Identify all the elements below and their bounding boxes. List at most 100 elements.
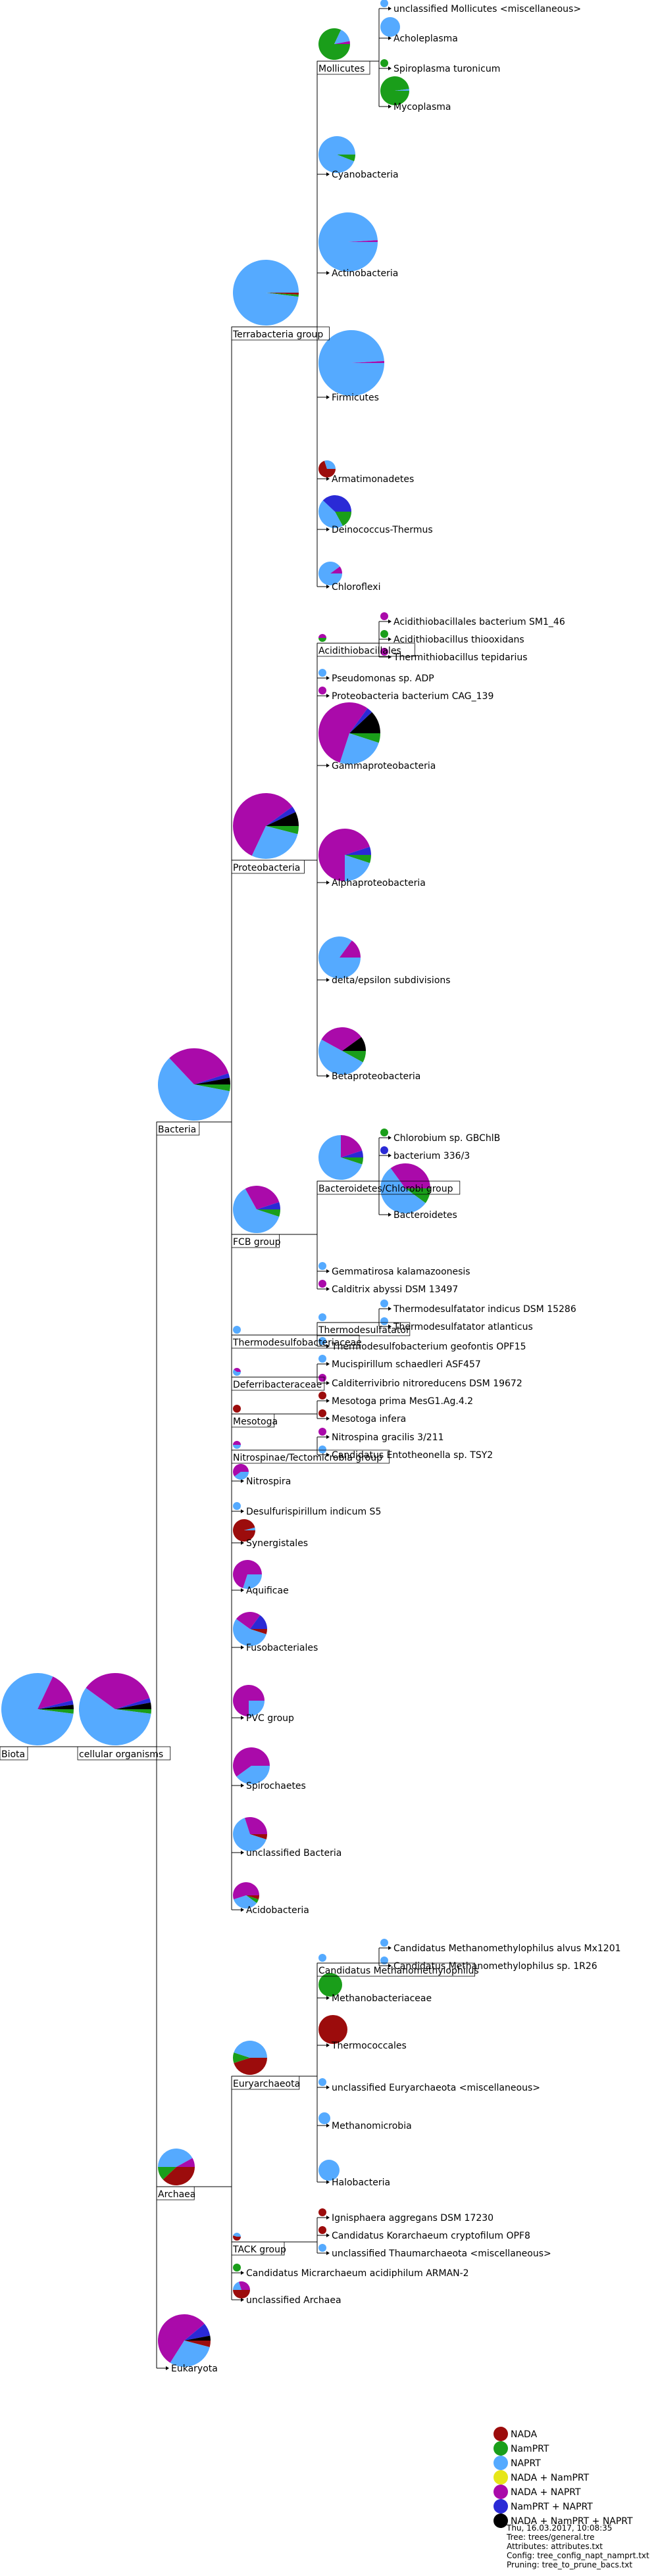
pie-aquificae — [233, 1560, 262, 1590]
pie-slice-nada — [233, 2290, 250, 2298]
node-label-spiroplasma-turonicum: Spiroplasma turonicum — [393, 64, 500, 74]
meta-line: Attributes: attributes.txt — [507, 2542, 603, 2551]
legend-label-all3: NADA + NamPRT + NAPRT — [511, 2516, 633, 2527]
pie-slice-naprt — [233, 1369, 241, 1376]
pie-slice-naprt — [380, 1168, 426, 1214]
pie-slice-all3 — [115, 1702, 151, 1709]
arrow-icon — [326, 1453, 330, 1457]
legend-label-naprt: NAPRT — [511, 2458, 541, 2469]
pie-alphaproteobacteria — [318, 829, 371, 881]
node-label-frame — [231, 1449, 390, 1464]
node-label-armatimonadetes: Armatimonadetes — [332, 474, 414, 485]
pie-slice-naprt — [380, 0, 388, 7]
pie-slice-naprt — [318, 1135, 363, 1180]
pie-slice-naprt — [380, 1317, 388, 1325]
pie-slice-namprt — [318, 1973, 342, 1997]
node-label-frame — [231, 860, 305, 874]
legend-swatch-namprt — [494, 2441, 508, 2456]
arrow-icon — [166, 2366, 169, 2370]
pie-slice-nada_naprt — [169, 1048, 229, 1084]
pie-deferribacteraceae — [233, 1368, 241, 1376]
pie-candidatus-korarchaeum-cryptofilum-opf8 — [318, 2226, 326, 2234]
pie-candidatus-methanomethylophilus-sp-1r26 — [380, 1956, 388, 1964]
pie-slice-naprt — [395, 89, 409, 91]
pie-slice-nada_naprt — [234, 1368, 241, 1372]
node-label-gemmatirosa-kalamazoonesis: Gemmatirosa kalamazoonesis — [332, 1267, 470, 1277]
node-label-nitrospira: Nitrospira — [246, 1476, 291, 1487]
arrow-icon — [241, 1784, 244, 1787]
pie-slice-naprt — [318, 1446, 326, 1453]
arrow-icon — [388, 1154, 392, 1157]
meta-line: Pruning: tree_to_prune_bacs.txt — [507, 2560, 632, 2569]
pie-slice-nada — [163, 2167, 195, 2185]
pie-slice-nada — [318, 1409, 326, 1417]
pie-acidithiobacillales-bacterium-sm1-46 — [380, 612, 388, 620]
node-label-fusobacteriales: Fusobacteriales — [246, 1643, 318, 1653]
meta-line: Config: tree_config_napt_namprt.txt — [507, 2551, 649, 2560]
node-label-tack-group: TACK group — [232, 2245, 286, 2255]
pie-slice-all3 — [349, 712, 380, 733]
arrow-icon — [241, 2271, 244, 2275]
arrow-icon — [241, 1908, 244, 1912]
pie-slice-naprt — [233, 1818, 266, 1852]
node-label-delta-epsilon-subdivisions: delta/epsilon subdivisions — [332, 975, 451, 986]
pie-candidatus-methanomethylophilus-alvus-mx1201 — [380, 1939, 388, 1947]
node-label-calditrix-abyssi-dsm-13497: Calditrix abyssi DSM 13497 — [332, 1284, 458, 1295]
pie-slice-naprt — [233, 2233, 241, 2237]
node-label-mollicutes: Mollicutes — [318, 64, 365, 74]
pie-delta-epsilon-subdivisions — [318, 936, 361, 979]
pie-unclassified-bacteria — [233, 1816, 267, 1852]
pie-slice-all3 — [266, 812, 299, 826]
pie-slice-namprt — [194, 1084, 230, 1092]
pie-pseudomonas-sp-adp — [318, 669, 326, 677]
pie-betaproteobacteria — [318, 1027, 366, 1075]
pie-slice-namprt — [335, 512, 351, 526]
pie-slice-naprt — [233, 1188, 280, 1233]
arrow-icon — [326, 1287, 330, 1291]
pie-mucispirillum-schaedleri-asf457 — [318, 1355, 326, 1363]
legend-label-nada_naprt: NADA + NAPRT — [511, 2487, 581, 2498]
legend-swatch-naprt — [494, 2456, 508, 2470]
pie-slice-namprt_naprt — [38, 1700, 74, 1709]
meta-line: Tree: trees/general.tre — [506, 2533, 594, 2542]
node-label-bacteroidetes: Bacteroidetes — [393, 1210, 457, 1221]
pie-slice-namprt_naprt — [380, 1146, 388, 1154]
arrow-icon — [388, 1324, 392, 1328]
node-label-frame — [77, 1746, 171, 1761]
pie-slice-nada_naprt — [318, 829, 370, 881]
node-label-actinobacteria: Actinobacteria — [332, 268, 398, 279]
pie-slice-namprt — [318, 638, 326, 642]
pie-slice-nada — [250, 1629, 267, 1635]
pie-unclassified-thaumarchaeota-miscellaneous — [318, 2244, 326, 2252]
pie-slice-naprt — [232, 1618, 266, 1646]
pie-euryarchaeota — [232, 2040, 267, 2076]
legend-label-namprt_naprt: NamPRT + NAPRT — [511, 2502, 593, 2512]
pie-slice-naprt — [380, 1956, 388, 1964]
node-label-calditerrivibrio-nitroreducens-dsm-19672: Calditerrivibrio nitroreducens DSM 19672 — [332, 1378, 522, 1389]
pie-ignisphaera-aggregans-dsm-17230 — [318, 2208, 326, 2216]
arrow-icon — [388, 105, 392, 109]
node-label-unclassified-archaea: unclassified Archaea — [246, 2295, 342, 2306]
node-label-thermithiobacillus-tepidarius: Thermithiobacillus tepidarius — [393, 652, 528, 663]
node-label-frame — [316, 61, 370, 75]
pie-slice-nada_naprt — [321, 1027, 362, 1051]
pie-slice-naprt — [233, 1445, 241, 1449]
pie-slice-nada_naprt — [232, 792, 293, 856]
pie-slice-namprt — [257, 1209, 280, 1217]
arrow-icon — [326, 676, 330, 680]
pie-candidatus-micrarchaeum-acidiphilum-arman-2 — [233, 2264, 241, 2272]
pie-slice-namprt — [115, 1709, 151, 1714]
node-label-chloroflexi: Chloroflexi — [332, 582, 380, 593]
pie-pvc-group — [233, 1685, 265, 1716]
node-label-frame — [316, 643, 415, 657]
node-label-archaea: Archaea — [158, 2189, 195, 2200]
node-label-acidithiobacillales-bacterium-sm1-46: Acidithiobacillales bacterium SM1_46 — [393, 617, 565, 627]
node-label-frame — [156, 1121, 200, 1136]
pie-thermodesulfatator-indicus-dsm-15286 — [380, 1300, 388, 1307]
pie-slice-nada_naprt — [244, 1816, 267, 1834]
pie-bacterium-336-3 — [380, 1146, 388, 1154]
pie-slice-namprt — [318, 28, 350, 61]
legend-swatch-nada_naprt — [494, 2485, 508, 2499]
node-label-frame — [231, 2076, 300, 2090]
node-label-euryarchaeota: Euryarchaeota — [233, 2079, 300, 2089]
